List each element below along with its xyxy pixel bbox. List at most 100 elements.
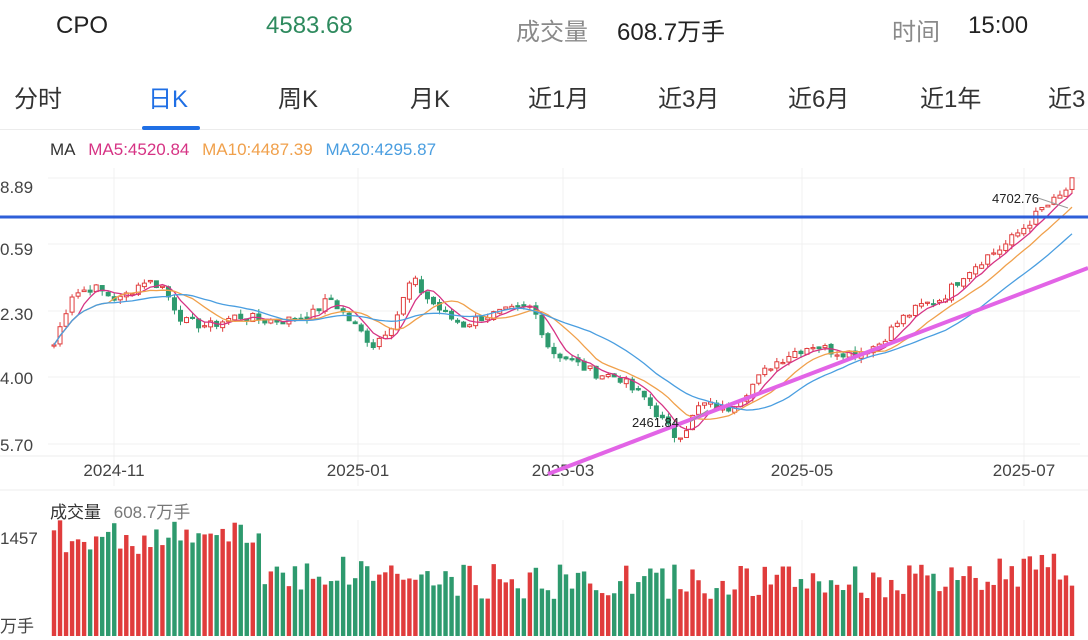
candle-body (918, 303, 924, 307)
tab-monthly-k[interactable]: 月K (410, 86, 451, 113)
volume-bar (509, 579, 514, 636)
volume-bar (822, 592, 828, 636)
price-axis-labels: 8.89 0.59 2.30 4.00 5.70 (0, 178, 33, 455)
candle-body (617, 377, 623, 383)
volume-bar (1039, 554, 1045, 636)
candle-body (840, 353, 846, 358)
volume-bar (762, 566, 767, 636)
volume-bar (449, 576, 454, 636)
volume-bar (310, 578, 316, 636)
candle-body (563, 356, 569, 360)
period-tabs: 分时 日K 周K 月K 近1月 近3月 近6月 近1年 近3 (0, 64, 1088, 130)
volume-bar (467, 565, 472, 636)
volume-bar (726, 594, 731, 636)
candle-body (985, 254, 991, 265)
volume-bar (756, 594, 761, 636)
volume-bar (895, 590, 900, 636)
candle-body (587, 365, 593, 370)
volume-bar (154, 529, 159, 636)
low-annotation: 2461.84 (632, 415, 679, 430)
ma5-line (53, 192, 1073, 431)
volume-bar (979, 589, 984, 636)
tab-weekly-k[interactable]: 周K (278, 86, 319, 113)
candle-body (503, 306, 509, 310)
candle-body (924, 301, 930, 304)
candle-body (1039, 206, 1045, 211)
volume-bar (160, 545, 165, 636)
candle-body (677, 437, 683, 440)
candle-body (69, 296, 75, 313)
last-price: 4583.68 (266, 12, 353, 39)
volume-bar (648, 568, 653, 636)
candle-body (1027, 224, 1033, 229)
volume-bar (503, 582, 508, 636)
volume-bar (624, 565, 629, 636)
candle-body (629, 378, 635, 391)
candle-body (979, 264, 985, 269)
candle-body (467, 324, 473, 328)
tab-6-months[interactable]: 近6月 (788, 86, 850, 113)
candle-body (376, 337, 382, 348)
candle-body (184, 317, 190, 324)
volume-bar (1063, 575, 1069, 636)
candle-body (665, 416, 671, 425)
candle-body (406, 282, 412, 300)
volume-bars (51, 520, 1075, 636)
volume-bar (383, 572, 388, 636)
candle-body (400, 296, 406, 315)
volume-bar (593, 590, 599, 636)
volume-bar (407, 578, 412, 636)
volume-bar (557, 564, 563, 636)
candle-body (412, 277, 418, 286)
candle-body (997, 249, 1003, 255)
candle-body (1069, 177, 1075, 190)
volume-bar (1069, 585, 1075, 636)
candle-body (822, 345, 828, 349)
ma20-value: MA20:4295.87 (325, 140, 437, 159)
volume-bar (479, 598, 484, 636)
volume-bar (51, 530, 57, 636)
volume-unit-label: 万手 (0, 617, 34, 636)
volume-bar (919, 564, 924, 636)
y-tick-label: 5.70 (0, 436, 33, 455)
tab-3-months[interactable]: 近3月 (658, 86, 720, 113)
volume-bar (605, 595, 611, 636)
volume-legend-value: 608.7万手 (113, 503, 191, 522)
candle-body (437, 301, 443, 311)
candle-body (635, 388, 641, 391)
volume-bar (202, 534, 207, 636)
date-axis-labels: 2024-11 2025-01 2025-03 2025-05 2025-07 (83, 461, 1055, 480)
volume-bar (1045, 567, 1051, 636)
volume-bar (744, 568, 749, 636)
y-tick-label: 4.00 (0, 369, 33, 388)
candle-body (599, 375, 605, 380)
volume-bar (545, 590, 551, 636)
tab-3-years[interactable]: 近3 (1048, 86, 1086, 113)
volume-bar (720, 580, 725, 636)
tab-1-year[interactable]: 近1年 (920, 86, 982, 113)
candle-body (1021, 227, 1027, 235)
tab-1-month[interactable]: 近1月 (528, 86, 590, 113)
candle-body (912, 304, 918, 317)
volume-bar (551, 598, 557, 636)
volume-bar (57, 520, 63, 636)
candle-body (521, 304, 527, 307)
time-value: 15:00 (968, 12, 1029, 39)
tab-daily-k[interactable]: 日K (148, 86, 189, 113)
volume-bar (63, 552, 69, 636)
volume-bar (666, 598, 671, 636)
candle-body (190, 316, 196, 319)
tab-intraday[interactable]: 分时 (14, 86, 62, 113)
volume-bar (268, 571, 274, 636)
x-tick-label: 2025-07 (993, 461, 1055, 480)
volume-bar (864, 598, 870, 636)
volume-bar (130, 546, 135, 636)
candle-body (238, 313, 244, 320)
low-annotation-pointer (689, 409, 709, 423)
candle-body (177, 309, 183, 322)
volume-bar (846, 584, 852, 636)
volume-bar (93, 536, 99, 636)
volume-bar (925, 575, 930, 636)
candle-body (683, 430, 689, 438)
